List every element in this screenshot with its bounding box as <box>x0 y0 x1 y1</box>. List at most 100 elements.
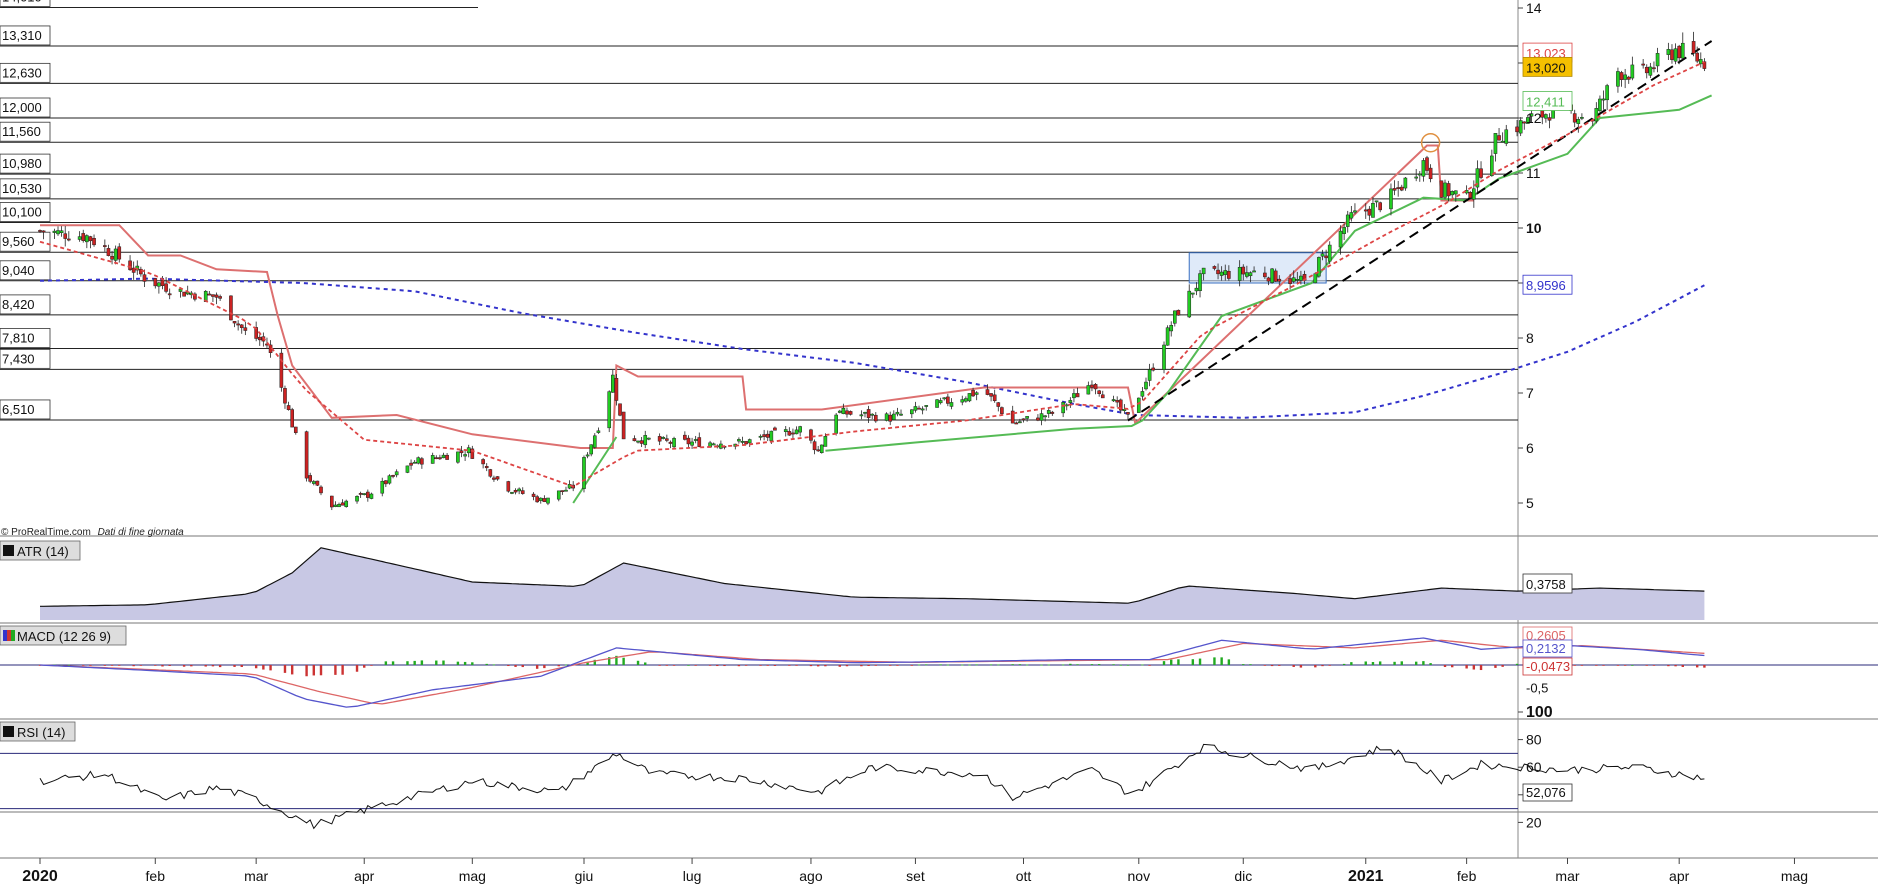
level-label: 8,420 <box>2 297 35 312</box>
candle-body <box>1417 173 1422 176</box>
candle-body <box>535 496 539 503</box>
candle-body <box>765 433 770 438</box>
candle-body <box>167 293 172 296</box>
candle-body <box>495 476 500 480</box>
candle-body <box>686 437 691 445</box>
macd-histogram-bar <box>975 664 978 666</box>
candle-body <box>1118 399 1123 411</box>
candle-body <box>286 405 291 410</box>
macd-histogram-bar <box>917 664 921 666</box>
candle-body <box>913 406 918 411</box>
macd-histogram-bar <box>1076 664 1079 666</box>
macd-histogram-bar <box>1371 662 1375 665</box>
candle-body <box>369 493 374 499</box>
macd-histogram-bar <box>211 665 215 667</box>
macd-histogram-bar <box>1378 661 1382 665</box>
candle-body <box>344 500 349 507</box>
macd-histogram-bar <box>1681 665 1684 667</box>
candle-body <box>1140 391 1145 397</box>
candle-body <box>1454 190 1458 195</box>
rsi-legend-box <box>0 721 76 742</box>
level-label-box <box>0 399 51 420</box>
macd-histogram-bar <box>1674 665 1677 667</box>
macd-histogram-bar <box>132 665 135 667</box>
candle-body <box>762 434 766 437</box>
macd-tick-label: -0,5 <box>1526 681 1548 696</box>
macd-histogram-bar <box>1047 664 1050 666</box>
candle-body <box>974 392 979 395</box>
macd-histogram-bar <box>190 665 193 667</box>
macd-histogram-bar <box>1580 665 1584 666</box>
x-tick-label: feb <box>146 868 166 884</box>
macd-histogram-bar <box>355 665 359 672</box>
candle-body <box>556 490 561 500</box>
macd-histogram-bar <box>290 665 294 675</box>
macd-histogram-bar <box>1364 661 1367 665</box>
candle-body <box>1500 140 1505 143</box>
x-tick-label: apr <box>1669 868 1690 884</box>
macd-histogram-bar <box>1299 665 1303 668</box>
macd-histogram-bar <box>1069 663 1072 665</box>
candle-body <box>1572 113 1577 123</box>
macd-histogram-bar <box>218 665 222 668</box>
candle-body <box>895 411 900 415</box>
price-panel <box>38 31 1713 511</box>
candle-body <box>254 327 258 339</box>
candle-body <box>1320 253 1325 257</box>
candle-body <box>657 436 662 442</box>
candle-body <box>845 410 849 415</box>
candle-body <box>329 495 334 508</box>
macd-histogram-bar <box>1061 664 1065 666</box>
macd-last-value: -0,0473 <box>1526 659 1570 674</box>
candle-body <box>319 486 323 494</box>
candle-body <box>1000 407 1004 414</box>
macd-histogram-bar <box>788 665 791 666</box>
x-tick-label: dic <box>1234 868 1252 884</box>
macd-histogram-bar <box>110 665 114 666</box>
macd-legend-swatch <box>7 630 11 641</box>
candle-body <box>315 480 320 486</box>
candle-body <box>1677 45 1681 59</box>
macd-histogram-bar <box>766 665 769 666</box>
last-value-label-close: 13,020 <box>1526 60 1566 75</box>
level-label-box <box>0 0 51 7</box>
candle-body <box>924 405 929 407</box>
candle-body <box>1392 188 1397 191</box>
candle-body <box>1648 66 1653 76</box>
macd-histogram-bar <box>384 661 388 665</box>
candle-body <box>996 402 1001 407</box>
macd-histogram-bar <box>1025 664 1029 666</box>
candle-body <box>693 439 698 441</box>
candle-body <box>1367 208 1372 216</box>
candle-body <box>1479 168 1483 178</box>
macd-histogram-bar <box>644 662 647 665</box>
macd-histogram-bar <box>759 665 762 666</box>
level-label-box <box>0 231 51 252</box>
candle-body <box>1544 114 1548 119</box>
candle-body <box>1144 381 1148 390</box>
macd-histogram-bar <box>82 665 85 666</box>
candle-body <box>340 502 345 506</box>
candle-body <box>1324 255 1328 259</box>
macd-histogram-bar <box>716 665 719 667</box>
candle-body <box>1097 390 1101 394</box>
level-label-box <box>0 294 51 315</box>
candle-body <box>1619 72 1624 80</box>
macd-histogram-bar <box>687 664 690 666</box>
macd-last-value-box <box>1522 639 1573 658</box>
macd-histogram-bar <box>103 665 107 666</box>
candle-body <box>412 461 417 464</box>
candle-body <box>711 443 716 446</box>
level-label: 7,810 <box>2 330 35 345</box>
candle-body <box>1191 292 1195 295</box>
rsi-last-value-box <box>1522 783 1573 802</box>
candle-body <box>441 454 446 459</box>
candle-body <box>1043 415 1047 418</box>
candle-body <box>1194 287 1199 292</box>
candle-body <box>1378 202 1382 211</box>
candle-body <box>1580 117 1584 119</box>
macd-histogram-bar <box>1422 661 1425 665</box>
candle-body <box>113 248 118 261</box>
watermark-source: © ProRealTime.com <box>1 527 91 538</box>
level-label: 11,560 <box>2 124 41 139</box>
